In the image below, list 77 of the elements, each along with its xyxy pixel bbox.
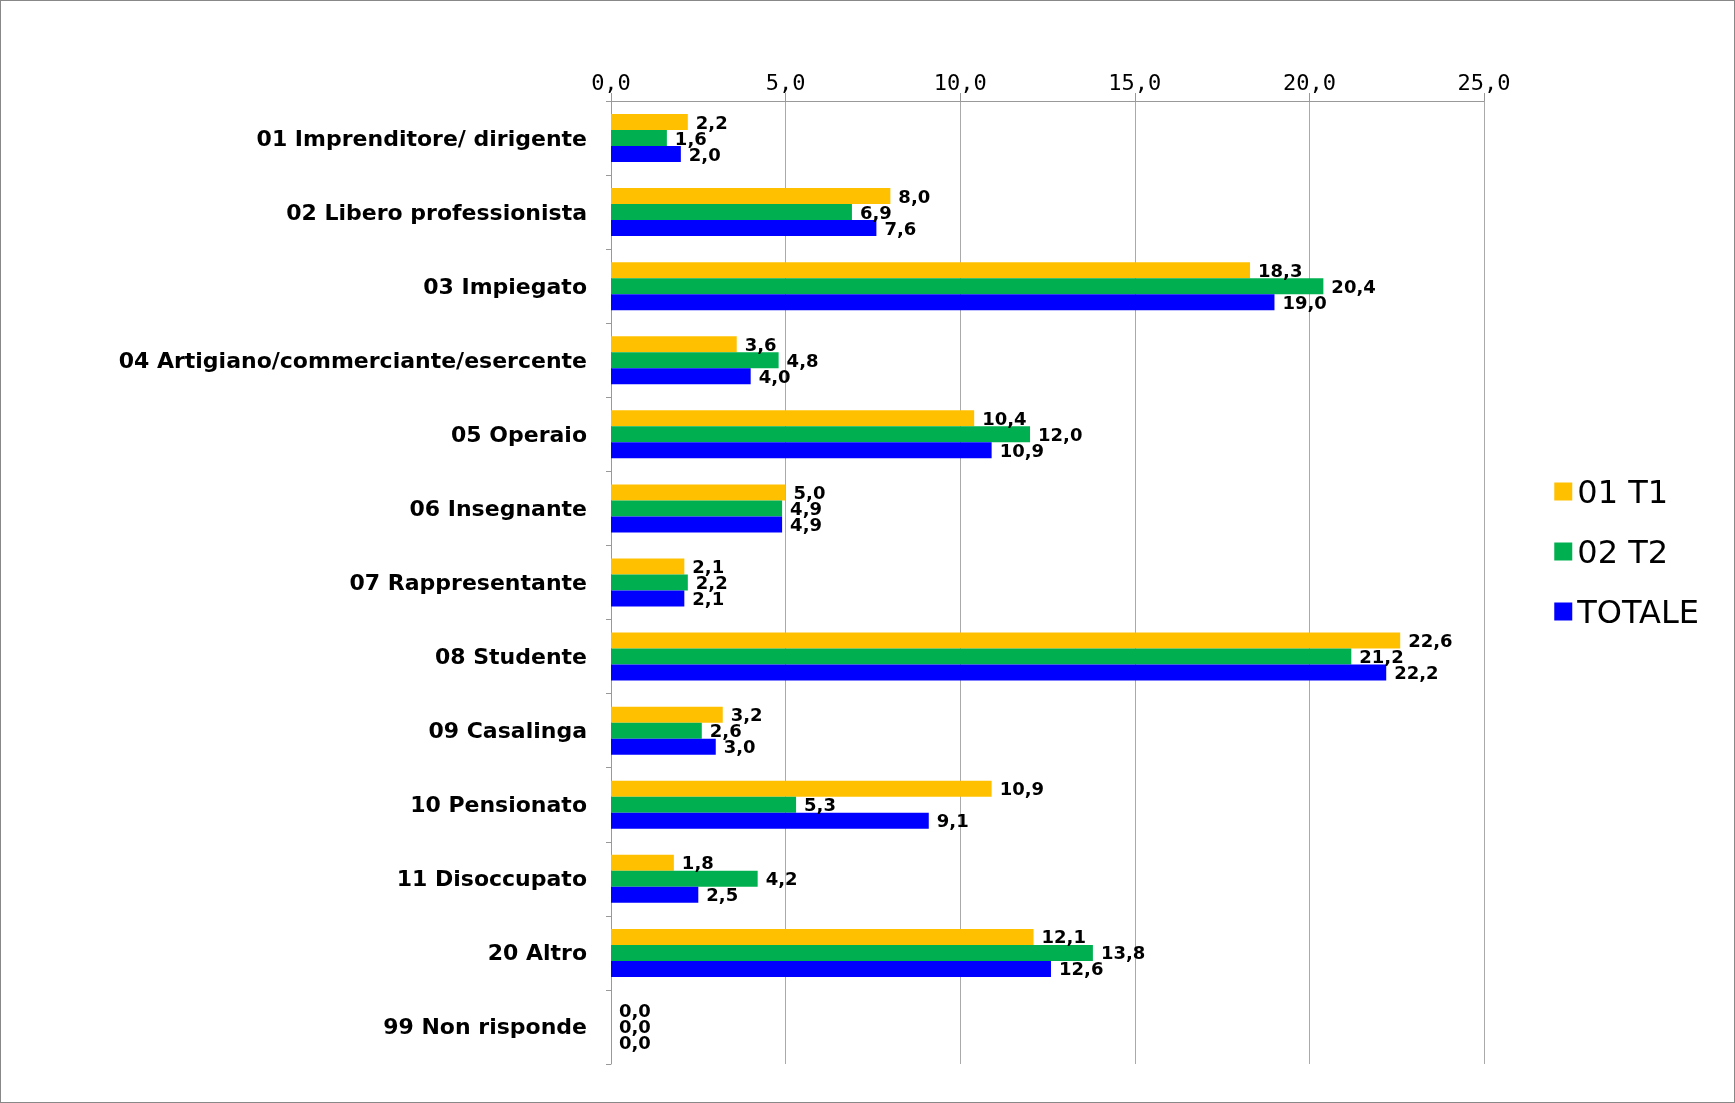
bar xyxy=(611,516,783,533)
bar xyxy=(611,812,929,829)
x-tick-label: 15,0 xyxy=(1108,69,1162,95)
bar xyxy=(611,780,992,797)
bar xyxy=(611,870,758,887)
bar xyxy=(611,220,877,237)
x-tick-label: 10,0 xyxy=(933,69,987,95)
bar xyxy=(611,706,723,723)
data-label: 22,2 xyxy=(1394,662,1439,684)
bar xyxy=(611,410,975,427)
data-label: 2,2 xyxy=(695,111,728,133)
data-label: 12,0 xyxy=(1038,423,1083,445)
legend-label: TOTALE xyxy=(1576,592,1699,631)
bar xyxy=(611,484,786,501)
y-tick-label: 11 Disoccupato xyxy=(396,866,587,892)
data-label: 8,0 xyxy=(898,185,931,207)
bar xyxy=(611,854,674,871)
legend-label: 02 T2 xyxy=(1577,532,1669,571)
bar xyxy=(611,574,688,591)
bar xyxy=(611,738,716,755)
bar xyxy=(611,886,699,903)
bar xyxy=(611,188,891,205)
y-tick-label: 02 Libero professionista xyxy=(286,199,587,225)
y-tick-label: 03 Impiegato xyxy=(423,273,587,299)
bar xyxy=(611,960,1051,977)
data-label: 5,3 xyxy=(804,794,836,816)
data-label: 1,8 xyxy=(681,852,714,874)
data-label: 2,5 xyxy=(706,884,739,906)
y-tick-label: 09 Casalinga xyxy=(428,718,587,744)
x-tick-label: 20,0 xyxy=(1282,69,1336,95)
data-label: 12,1 xyxy=(1041,926,1086,948)
bar xyxy=(611,796,797,813)
data-label: 6,9 xyxy=(859,201,892,223)
bar xyxy=(611,442,992,459)
bar xyxy=(611,352,779,369)
bar xyxy=(611,928,1034,945)
bar xyxy=(611,114,688,131)
bar xyxy=(611,146,681,163)
bar xyxy=(611,368,751,385)
y-tick-label: 06 Insegnante xyxy=(409,495,587,521)
x-tick-label: 5,0 xyxy=(765,69,806,95)
bar xyxy=(611,558,685,575)
bar xyxy=(611,664,1387,681)
y-tick-label: 20 Altro xyxy=(487,940,587,966)
data-label: 22,6 xyxy=(1408,630,1453,652)
bar xyxy=(611,336,737,353)
bar xyxy=(611,722,702,739)
bar xyxy=(611,294,1275,311)
bar xyxy=(611,590,685,607)
y-tick-label: 07 Rappresentante xyxy=(349,570,587,595)
data-label: 19,0 xyxy=(1282,291,1327,313)
bar xyxy=(611,130,667,147)
bar xyxy=(611,262,1251,279)
y-tick-label: 04 Artigiano/commerciante/esercente xyxy=(118,347,587,373)
data-label: 18,3 xyxy=(1258,259,1303,281)
y-tick-label: 01 Imprenditore/ dirigente xyxy=(256,125,587,151)
bar xyxy=(611,278,1324,295)
x-tick-label: 25,0 xyxy=(1457,69,1511,95)
bar xyxy=(611,648,1352,665)
data-label: 9,1 xyxy=(936,810,969,832)
data-label: 12,6 xyxy=(1058,958,1104,980)
bar xyxy=(611,204,852,221)
x-tick-label: 0,0 xyxy=(591,69,631,95)
bar xyxy=(611,944,1093,961)
legend-label: 01 T1 xyxy=(1577,472,1669,511)
bar xyxy=(611,500,783,517)
data-label: 20,4 xyxy=(1331,275,1376,297)
y-tick-label: 05 Operaio xyxy=(451,421,587,447)
bar xyxy=(611,632,1401,649)
y-tick-label: 10 Pensionato xyxy=(410,792,587,818)
data-label: 10,9 xyxy=(999,778,1045,800)
bar xyxy=(611,426,1031,443)
data-label: 10,4 xyxy=(982,407,1027,429)
data-label: 4,2 xyxy=(765,868,798,890)
y-tick-label: 99 Non risponde xyxy=(383,1014,587,1040)
y-tick-label: 08 Studente xyxy=(434,644,587,670)
data-label: 3,6 xyxy=(744,333,777,355)
